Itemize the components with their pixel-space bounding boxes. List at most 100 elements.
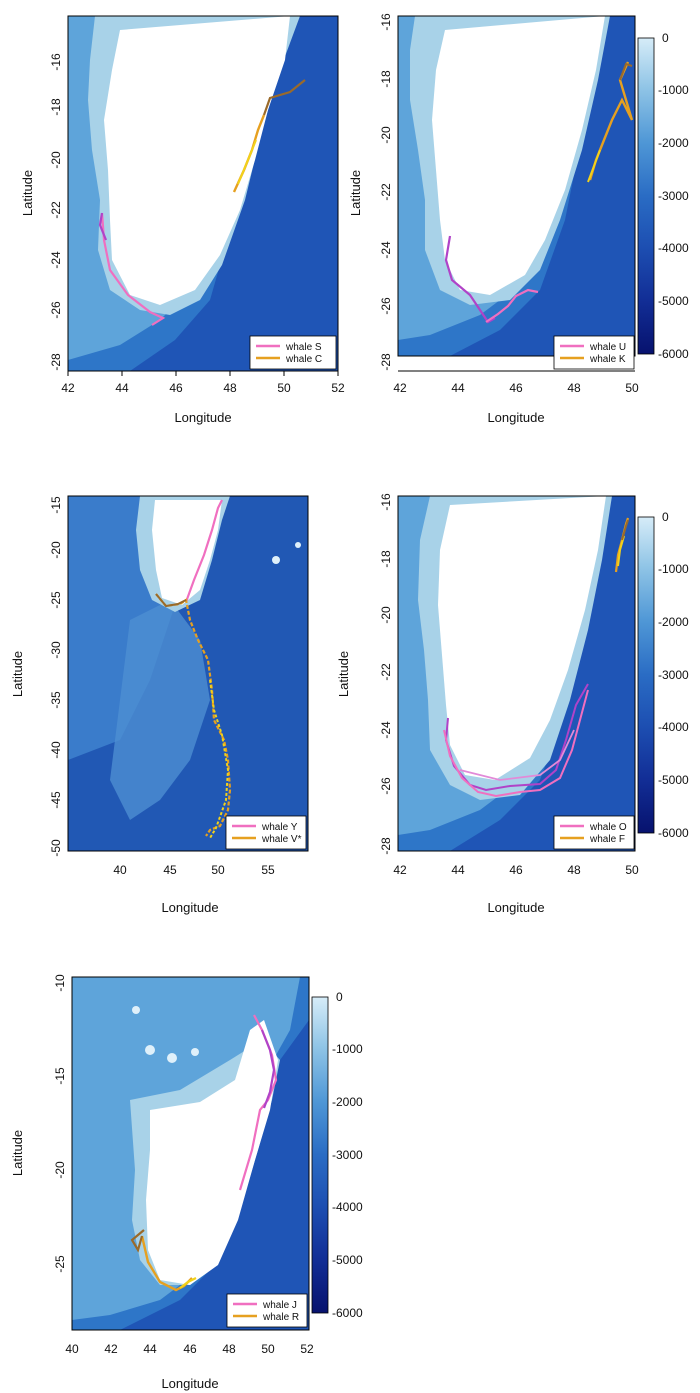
cb-e-1: -1000 xyxy=(332,1042,363,1056)
ytick-c-6: -45 xyxy=(49,791,63,809)
xtick-e-5: 50 xyxy=(261,1342,275,1356)
xtick-c-1: 45 xyxy=(163,863,177,877)
track-whale-c-3 xyxy=(262,79,306,116)
legend-c-label-1: whale V* xyxy=(261,834,302,845)
xlabel-e: Longitude xyxy=(161,1376,218,1391)
ytick-b-3: -22 xyxy=(379,183,393,201)
land-madagascar xyxy=(104,16,290,305)
land-madagascar xyxy=(432,16,605,295)
legend-b: whale U whale K xyxy=(553,335,635,370)
ytick-c-5: -40 xyxy=(49,741,63,759)
xtick-b-4: 50 xyxy=(625,381,639,395)
y-ticks-e: -10 -15 -20 -25 xyxy=(53,974,67,1273)
xtick-e-0: 40 xyxy=(65,1342,79,1356)
ytick-b-2: -20 xyxy=(379,126,393,144)
ytick-a-2: -20 xyxy=(49,151,63,169)
track-whale-v-3 xyxy=(155,593,187,608)
cb-e-0: 0 xyxy=(336,990,343,1004)
ytick-a-1: -18 xyxy=(49,98,63,116)
legend-e-label-0: whale J xyxy=(262,1300,297,1311)
track-whale-s-2 xyxy=(98,212,108,241)
ytick-b-5: -26 xyxy=(379,297,393,315)
xtick-e-1: 42 xyxy=(104,1342,118,1356)
track-whale-k-2 xyxy=(587,149,601,183)
ytick-c-4: -35 xyxy=(49,691,63,709)
legend-d: whale O whale F xyxy=(553,815,635,850)
track-whale-o-3 xyxy=(459,729,575,781)
xtick-a-1: 44 xyxy=(115,381,129,395)
ytick-c-3: -30 xyxy=(49,641,63,659)
xtick-a-5: 52 xyxy=(331,381,345,395)
map-panel-d: whale O whale F 42 44 46 48 50 -16 -18 -… xyxy=(336,493,639,915)
ytick-b-1: -18 xyxy=(379,70,393,88)
cb-b-1: -1000 xyxy=(658,83,689,97)
cb-d-2: -2000 xyxy=(658,615,689,629)
cb-b-2: -2000 xyxy=(658,136,689,150)
ytick-d-3: -22 xyxy=(379,663,393,681)
ylabel-b: Latitude xyxy=(348,170,363,216)
y-ticks-b: -16 -18 -20 -22 -24 -26 -28 xyxy=(379,13,393,371)
island xyxy=(167,1053,177,1063)
track-whale-c-2 xyxy=(237,139,257,185)
cb-b-4: -4000 xyxy=(658,241,689,255)
ylabel-a: Latitude xyxy=(20,170,35,216)
xtick-b-3: 48 xyxy=(567,381,581,395)
x-ticks-c: 40 45 50 55 xyxy=(68,850,308,877)
ytick-b-6: -28 xyxy=(379,353,393,371)
xlabel-a: Longitude xyxy=(174,410,231,425)
xtick-e-3: 46 xyxy=(183,1342,197,1356)
cb-b-3: -3000 xyxy=(658,189,689,203)
map-panel-c: whale Y whale V* 40 45 50 55 -15 -20 -25… xyxy=(10,495,309,915)
ytick-c-7: -50 xyxy=(49,839,63,857)
track-whale-k-3 xyxy=(619,62,633,81)
track-whale-v-2 xyxy=(209,679,230,839)
cb-d-5: -5000 xyxy=(658,773,689,787)
xtick-a-3: 48 xyxy=(223,381,237,395)
cb-b-5: -5000 xyxy=(658,294,689,308)
xtick-b-0: 42 xyxy=(393,381,407,395)
ytick-a-5: -26 xyxy=(49,301,63,319)
land-madagascar xyxy=(438,496,606,780)
xtick-b-2: 46 xyxy=(509,381,523,395)
track-whale-o-2 xyxy=(443,689,589,798)
legend-b-label-1: whale K xyxy=(589,354,626,365)
xlabel-c: Longitude xyxy=(161,900,218,915)
legend-d-label-1: whale F xyxy=(589,834,625,845)
cb-b-6: -6000 xyxy=(658,347,689,361)
y-ticks-c: -15 -20 -25 -30 -35 -40 -45 -50 xyxy=(49,496,63,857)
cb-d-0: 0 xyxy=(662,510,669,524)
ocean-ridge xyxy=(110,600,210,820)
track-whale-r-3 xyxy=(130,1229,145,1253)
xtick-d-0: 42 xyxy=(393,863,407,877)
ylabel-c: Latitude xyxy=(10,651,25,697)
ytick-a-4: -24 xyxy=(49,251,63,269)
cb-d-3: -3000 xyxy=(658,668,689,682)
ytick-c-1: -20 xyxy=(49,541,63,559)
track-whale-f-2 xyxy=(617,535,625,567)
ytick-d-1: -18 xyxy=(379,550,393,568)
xtick-e-6: 52 xyxy=(300,1342,314,1356)
ytick-a-3: -22 xyxy=(49,201,63,219)
x-ticks-e: 40 42 44 46 48 50 52 xyxy=(65,1329,314,1356)
legend-e-label-1: whale R xyxy=(262,1312,299,1323)
ytick-a-6: -28 xyxy=(49,353,63,371)
legend-b-label-0: whale U xyxy=(589,342,626,353)
xtick-a-4: 50 xyxy=(277,381,291,395)
xtick-d-4: 50 xyxy=(625,863,639,877)
legend-c-label-0: whale Y xyxy=(261,822,298,833)
legend-c: whale Y whale V* xyxy=(225,815,307,850)
xtick-d-1: 44 xyxy=(451,863,465,877)
x-ticks-a: 42 44 46 48 50 52 xyxy=(61,370,345,395)
xtick-d-2: 46 xyxy=(509,863,523,877)
ytick-a-0: -16 xyxy=(49,53,63,71)
colorbar-b: 0 -1000 -2000 -3000 -4000 -5000 -6000 xyxy=(637,31,689,361)
colorbar-d: 0 -1000 -2000 -3000 -4000 -5000 -6000 xyxy=(637,510,689,840)
xtick-e-4: 48 xyxy=(222,1342,236,1356)
land-madagascar xyxy=(152,500,222,605)
xtick-b-1: 44 xyxy=(451,381,465,395)
ytick-b-4: -24 xyxy=(379,241,393,259)
ytick-d-2: -20 xyxy=(379,606,393,624)
ytick-d-6: -28 xyxy=(379,837,393,855)
cb-d-6: -6000 xyxy=(658,826,689,840)
